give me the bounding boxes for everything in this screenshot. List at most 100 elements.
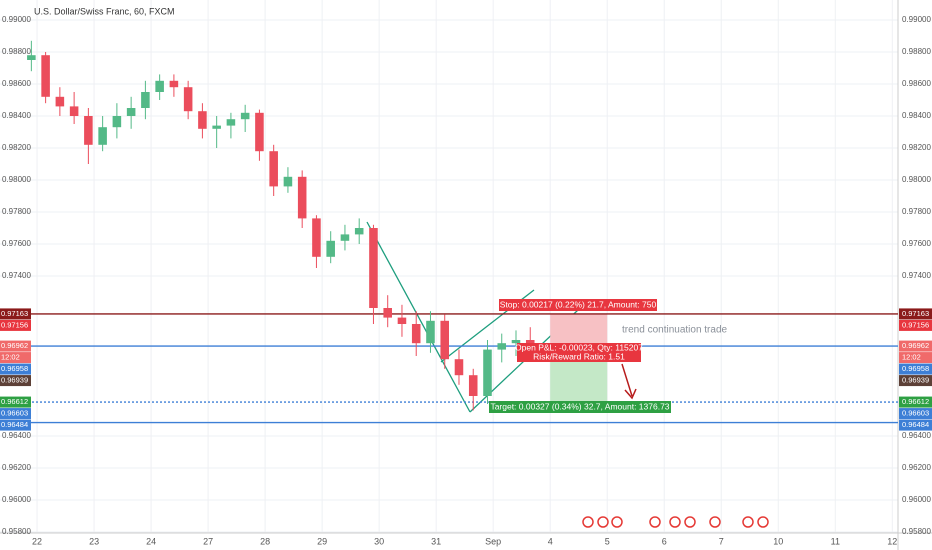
price-label: 0.96612 xyxy=(902,397,929,406)
price-label: 0.96603 xyxy=(1,409,28,418)
candle-body xyxy=(255,112,264,152)
candle-body xyxy=(269,151,278,187)
price-label-box xyxy=(899,419,932,431)
price-label-box xyxy=(0,396,31,408)
position-label-box xyxy=(499,299,657,311)
price-label-box xyxy=(899,396,932,408)
y-tick-label: 0.98600 xyxy=(902,79,931,88)
x-tick-label: 6 xyxy=(662,536,667,546)
candle-body xyxy=(340,234,350,241)
chart-title: U.S. Dollar/Swiss Franc, 60, FXCM xyxy=(34,6,175,16)
price-label: 0.96958 xyxy=(1,364,28,373)
candle-body xyxy=(112,116,122,128)
x-tick-label: 11 xyxy=(831,536,840,546)
price-label: 0.96603 xyxy=(902,409,929,418)
annotation: trend continuation trade xyxy=(622,325,728,336)
y-tick-label: 0.96400 xyxy=(902,431,931,440)
y-tick-label: 0.96200 xyxy=(2,463,31,472)
candle-body xyxy=(169,80,179,88)
candle-body xyxy=(326,240,335,257)
price-label-box xyxy=(899,408,932,420)
y-tick-label: 0.97400 xyxy=(2,271,31,280)
y-tick-label: 0.99000 xyxy=(902,15,931,24)
candle-body xyxy=(383,308,392,318)
y-tick-label: 0.96400 xyxy=(2,431,31,440)
y-tick-label: 0.98400 xyxy=(2,111,31,120)
x-tick-label: 4 xyxy=(548,536,553,546)
y-tick-label: 0.97600 xyxy=(902,239,931,248)
arrow xyxy=(621,363,637,400)
price-label-box xyxy=(899,363,932,375)
price-label: 0.97156 xyxy=(902,320,929,329)
candle-body xyxy=(126,108,136,116)
price-label-box xyxy=(0,375,31,387)
candle-body xyxy=(511,340,521,344)
x-tick-label: 10 xyxy=(773,536,783,546)
candle-body xyxy=(69,106,79,116)
price-label: 0.97163 xyxy=(902,309,929,318)
candle-body xyxy=(98,127,107,145)
price-label-box xyxy=(899,319,932,331)
candle-body xyxy=(84,116,93,145)
event-icons xyxy=(582,516,769,528)
candle-body xyxy=(27,55,36,60)
x-tick-label: 30 xyxy=(374,536,384,546)
price-label: 0.96939 xyxy=(902,376,929,385)
candle-body xyxy=(198,111,207,129)
price-label-box xyxy=(0,308,31,320)
candle-body xyxy=(212,125,221,129)
y-tick-label: 0.99000 xyxy=(2,15,31,24)
candle-body xyxy=(297,176,307,219)
y-tick-label: 0.95800 xyxy=(2,527,31,536)
candle-body xyxy=(468,375,478,396)
price-label: 0.97156 xyxy=(1,320,28,329)
price-label: 0.96958 xyxy=(902,364,929,373)
y-tick-label: 0.96000 xyxy=(2,495,31,504)
price-label: 0.96612 xyxy=(1,397,28,406)
candle-body xyxy=(240,112,250,120)
price-label-box xyxy=(0,363,31,375)
price-label: 12:02 xyxy=(1,353,20,362)
y-tick-label: 0.98800 xyxy=(902,47,931,56)
candle-body xyxy=(497,343,507,350)
position-label: Risk/Reward Ratio: 1.51 xyxy=(533,351,625,361)
price-label-box xyxy=(0,319,31,331)
stop-zone xyxy=(550,313,608,347)
price-label-box xyxy=(0,340,31,352)
x-tick-label: 22 xyxy=(32,536,42,546)
candle-body xyxy=(41,55,50,97)
x-tick-label: 28 xyxy=(260,536,270,546)
price-label: 0.96962 xyxy=(902,341,929,350)
price-label: 0.97163 xyxy=(1,309,28,318)
y-tick-label: 0.96000 xyxy=(902,495,931,504)
y-tick-label: 0.97600 xyxy=(2,239,31,248)
x-tick-label: 12 xyxy=(887,536,897,546)
candle-body xyxy=(369,228,378,308)
candle-body xyxy=(55,96,65,107)
candle-body xyxy=(426,320,435,344)
y-tick-label: 0.98800 xyxy=(2,47,31,56)
y-tick-label: 0.95800 xyxy=(902,527,931,536)
position-label: Open P&L: -0.00023, Qty: 115207 xyxy=(515,342,643,352)
x-tick-label: 29 xyxy=(317,536,327,546)
price-label: 12:02 xyxy=(902,353,921,362)
price-label-box xyxy=(899,308,932,320)
y-tick-label: 0.98000 xyxy=(2,175,31,184)
y-tick-label: 0.98600 xyxy=(2,79,31,88)
y-tick-label: 0.98200 xyxy=(2,143,31,152)
candle-body xyxy=(312,218,321,257)
position-label-box xyxy=(517,343,641,362)
x-tick-label: 31 xyxy=(431,536,441,546)
y-tick-label: 0.97800 xyxy=(902,207,931,216)
price-label: 0.96939 xyxy=(1,376,28,385)
candle-body xyxy=(183,87,193,112)
trend-line xyxy=(366,221,471,413)
position-label: Target: 0.00327 (0.34%) 32.7, Amount: 13… xyxy=(490,401,669,411)
candle-body xyxy=(411,324,421,344)
x-tick-label: 24 xyxy=(146,536,156,546)
price-label: 0.96484 xyxy=(1,420,28,429)
candle-body xyxy=(483,349,492,396)
position-label: Stop: 0.00217 (0.22%) 21.7, Amount: 750 xyxy=(500,299,657,309)
